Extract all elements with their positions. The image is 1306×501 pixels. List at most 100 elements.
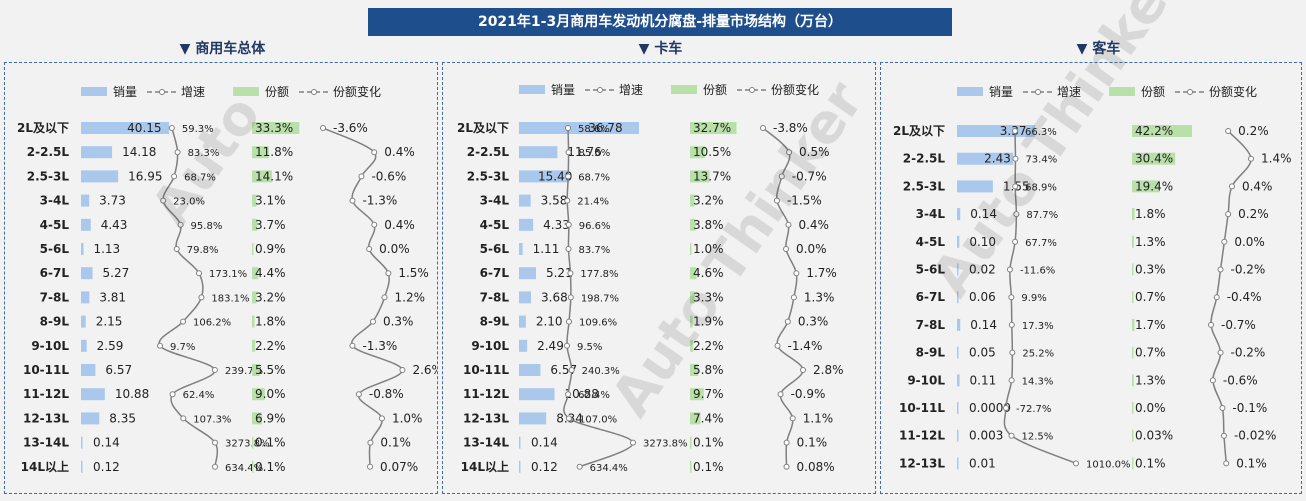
sales-value-label: 36.78 — [588, 121, 622, 135]
growth-label: 239.7% — [225, 366, 263, 377]
share-change-point — [358, 173, 365, 180]
sales-bar — [519, 194, 531, 207]
share-change-label: 1.1% — [803, 411, 834, 425]
share-change-point — [385, 270, 392, 277]
sales-value-label: 3.73 — [99, 194, 126, 208]
sales-bar — [519, 460, 521, 473]
category-label: 13-14L — [463, 436, 509, 450]
sales-value-label: 1.13 — [93, 242, 120, 256]
share-label: 7.4% — [693, 411, 724, 425]
share-bar — [252, 460, 254, 473]
share-bar — [1132, 208, 1135, 221]
sales-bar — [957, 180, 993, 193]
growth-label: 3273.8% — [643, 439, 688, 450]
legend-label-share-change: 份额变化 — [333, 84, 381, 99]
sales-bar — [81, 146, 113, 159]
legend-label-share-change: 份额变化 — [771, 82, 819, 97]
share-change-point — [785, 221, 792, 228]
share-change-label: 0.3% — [798, 315, 829, 329]
sales-bar — [957, 457, 959, 470]
share-label: 3.2% — [255, 290, 286, 304]
share-change-label: 0.08% — [797, 460, 835, 474]
growth-point — [180, 318, 187, 325]
share-bar — [252, 194, 257, 207]
growth-label: 79.8% — [187, 245, 219, 256]
legend-marker-share-change — [749, 87, 755, 93]
share-label: 33.3% — [255, 121, 293, 135]
category-label: 11-12L — [899, 429, 945, 443]
share-change-label: 1.3% — [804, 290, 835, 304]
growth-label: 17.3% — [1022, 321, 1054, 332]
growth-label: 62.4% — [183, 390, 215, 401]
category-label: 2L及以下 — [17, 121, 69, 135]
growth-label: 107.3% — [193, 414, 231, 425]
share-bar — [252, 436, 254, 449]
sales-value-label: 15.40 — [538, 169, 572, 183]
share-bar — [1132, 125, 1192, 137]
share-change-point — [760, 125, 766, 131]
share-change-point — [1217, 349, 1224, 356]
growth-label: 23.0% — [173, 197, 205, 208]
share-label: 1.3% — [1135, 373, 1166, 387]
growth-point — [630, 439, 636, 446]
legend-label-growth: 增速 — [619, 83, 643, 97]
growth-point — [171, 173, 178, 180]
chart-commercial: 销量 增速 份额 份额变化 2L及以下 2-2.5L 2.5-3L 3-4L 4-5L 5-6L 6… — [17, 84, 443, 474]
growth-point — [565, 149, 572, 156]
sales-value-label: 0.10 — [969, 235, 996, 249]
share-change-label: -0.2% — [1231, 263, 1266, 277]
growth-label: 83.7% — [579, 245, 611, 256]
share-label: 0.03% — [1135, 429, 1173, 443]
share-bar — [690, 460, 692, 473]
share-change-point — [784, 318, 791, 325]
growth-point — [177, 221, 184, 228]
share-bar — [690, 170, 710, 183]
share-bar — [690, 388, 704, 401]
share-bar — [1132, 235, 1134, 248]
sales-bar — [519, 218, 534, 231]
sales-value-label: 0.05 — [969, 346, 996, 360]
growth-point — [576, 463, 583, 470]
share-change-label: 1.5% — [398, 266, 429, 280]
growth-label: 96.6% — [579, 221, 611, 232]
share-bar — [252, 291, 257, 304]
sales-value-label: 2.59 — [97, 339, 124, 353]
sales-bar — [81, 170, 119, 183]
growth-point — [564, 197, 571, 204]
growth-point — [173, 246, 180, 252]
share-change-label: -0.7% — [1221, 318, 1256, 332]
growth-label: 109.6% — [579, 318, 617, 329]
share-label: 3.8% — [693, 218, 724, 232]
sales-bar — [519, 122, 639, 134]
share-change-point — [1219, 405, 1226, 411]
share-bar — [690, 218, 696, 231]
sales-value-label: 0.12 — [531, 460, 558, 474]
share-change-point — [349, 342, 356, 349]
category-label: 14L以上 — [21, 459, 69, 474]
share-change-label: -0.6% — [371, 169, 406, 183]
share-change-label: 0.4% — [798, 218, 829, 232]
sales-bar — [957, 402, 959, 414]
legend-swatch-sales — [81, 87, 107, 96]
share-change-point — [786, 149, 793, 156]
sales-bar — [519, 412, 547, 425]
share-label: 1.7% — [1135, 318, 1166, 332]
category-label: 5-6L — [916, 263, 946, 277]
share-bar — [690, 436, 692, 449]
growth-label: 68.7% — [578, 172, 610, 183]
share-change-label: 1.0% — [392, 411, 423, 425]
sales-bar — [519, 146, 558, 159]
growth-point — [1008, 432, 1015, 439]
growth-label: 62.4% — [578, 390, 610, 401]
share-bar — [252, 170, 273, 183]
sales-bar — [81, 243, 84, 255]
share-change-label: -0.6% — [1223, 373, 1258, 387]
sales-bar — [957, 429, 959, 442]
growth-label: 9.5% — [577, 342, 602, 353]
sales-bar — [81, 339, 87, 352]
share-change-point — [783, 439, 790, 446]
growth-label: 198.7% — [581, 293, 619, 304]
legend-swatch-sales — [519, 85, 545, 94]
share-change-label: -0.1% — [1232, 401, 1267, 415]
category-label: 4-5L — [480, 218, 510, 232]
